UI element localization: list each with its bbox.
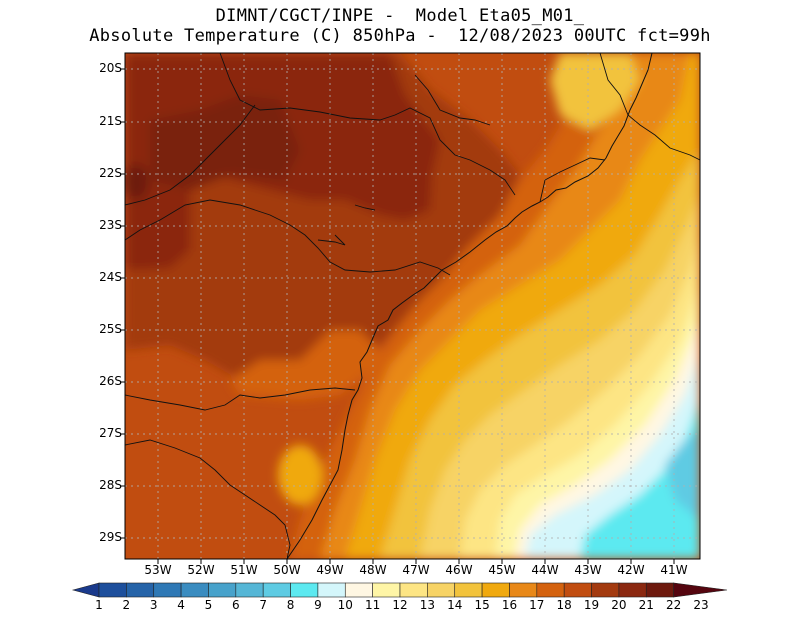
- map-frame: [124, 52, 701, 560]
- lat-label: 26S: [99, 374, 122, 388]
- colorbar-label: 11: [364, 598, 381, 612]
- colorbar-swatch: [399, 582, 428, 598]
- colorbar-label: 4: [177, 598, 185, 612]
- field-level-21b: [150, 95, 300, 190]
- state-borders: [125, 53, 700, 559]
- lat-label: 29S: [99, 530, 122, 544]
- colorbar-label: 13: [419, 598, 435, 612]
- colorbar-swatch: [126, 582, 155, 598]
- colorbar-swatch: [98, 582, 127, 598]
- colorbar-label: 17: [529, 598, 545, 612]
- colorbar: [71, 582, 728, 598]
- colorbar-swatch: [454, 582, 483, 598]
- lat-label: 22S: [99, 166, 122, 180]
- colorbar-swatch: [344, 582, 373, 598]
- colorbar-swatch: [509, 582, 538, 598]
- lat-label: 28S: [99, 478, 122, 492]
- colorbar-label: 1: [95, 598, 103, 612]
- colorbar-label: 19: [583, 598, 600, 612]
- field-level-9: [580, 400, 700, 559]
- colorbar-arrow-high: [673, 582, 728, 598]
- map-title-line2: Absolute Temperature (C) 850hPa - 12/08/…: [89, 26, 711, 46]
- lon-label: 44W: [531, 563, 559, 577]
- colorbar-swatch: [262, 582, 291, 598]
- lat-label: 21S: [99, 114, 122, 128]
- map-title-line1: DIMNT/CGCT/INPE - Model Eta05_M01_: [215, 6, 585, 26]
- lon-label: 48W: [359, 563, 387, 577]
- lon-label: 49W: [316, 563, 344, 577]
- coastline: [286, 53, 653, 559]
- colorbar-swatch: [645, 582, 674, 598]
- axis-ticks: [120, 68, 675, 564]
- colorbar-swatch: [208, 582, 237, 598]
- colorbar-label: 6: [231, 598, 240, 612]
- colorbar-label: 3: [149, 598, 158, 612]
- lon-label: 41W: [660, 563, 688, 577]
- lon-label: 53W: [144, 563, 172, 577]
- colorbar-swatch: [591, 582, 620, 598]
- lon-label: 51W: [230, 563, 258, 577]
- lon-label: 46W: [445, 563, 473, 577]
- colorbar-label: 12: [392, 598, 408, 612]
- colorbar-label: 20: [611, 598, 627, 612]
- field-level-22: [125, 164, 149, 200]
- colorbar-swatch: [427, 582, 456, 598]
- lon-label: 52W: [187, 563, 215, 577]
- field-warm-patch: [278, 445, 322, 505]
- lat-label: 20S: [99, 61, 122, 75]
- colorbar-swatch: [481, 582, 510, 598]
- colorbar-label: 23: [693, 598, 709, 612]
- colorbar-label: 7: [259, 598, 267, 612]
- colorbar-label: 22: [665, 598, 682, 612]
- colorbar-swatch: [290, 582, 319, 598]
- lat-label: 23S: [99, 218, 122, 232]
- colorbar-label: 2: [122, 598, 131, 612]
- grid-lines: [125, 53, 700, 559]
- colorbar-label: 21: [638, 598, 654, 612]
- lat-label: 25S: [99, 322, 122, 336]
- colorbar-label: 5: [204, 598, 213, 612]
- colorbar-label: 15: [474, 598, 490, 612]
- lat-label: 27S: [99, 426, 122, 440]
- colorbar-swatch: [180, 582, 209, 598]
- colorbar-label: 8: [286, 598, 295, 612]
- lon-label: 50W: [273, 563, 301, 577]
- lon-label: 42W: [617, 563, 645, 577]
- colorbar-swatch: [563, 582, 592, 598]
- lat-label: 24S: [99, 270, 122, 284]
- lon-label: 45W: [488, 563, 516, 577]
- colorbar-label: 10: [337, 598, 353, 612]
- colorbar-label: 18: [556, 598, 572, 612]
- colorbar-swatch: [536, 582, 565, 598]
- colorbar-swatch: [618, 582, 647, 598]
- temperature-field: [125, 53, 700, 559]
- colorbar-swatch: [153, 582, 182, 598]
- colorbar-swatch: [317, 582, 346, 598]
- colorbar-label: 14: [447, 598, 463, 612]
- colorbar-arrow-low: [71, 582, 100, 598]
- colorbar-label: 9: [314, 598, 322, 612]
- lon-label: 43W: [574, 563, 602, 577]
- colorbar-label: 16: [501, 598, 518, 612]
- field-level-8: [665, 430, 700, 520]
- colorbar-swatch: [372, 582, 401, 598]
- lon-label: 47W: [402, 563, 430, 577]
- field-level-15-north: [550, 53, 640, 130]
- colorbar-swatch: [235, 582, 264, 598]
- field-level-18a: [230, 330, 385, 400]
